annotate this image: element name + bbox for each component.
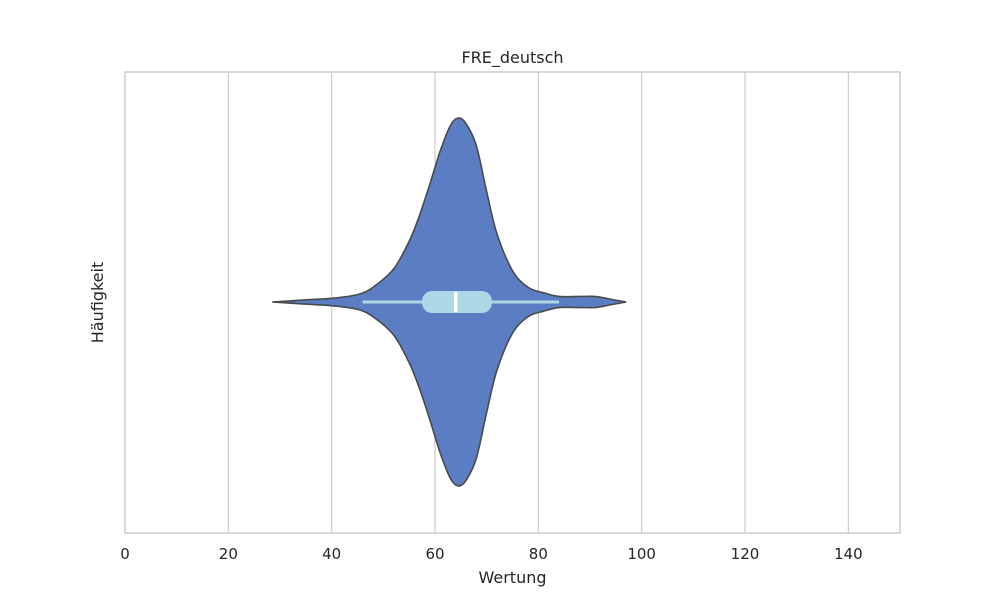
x-tick-label-40: 40 xyxy=(322,545,341,563)
x-tick-label-80: 80 xyxy=(529,545,548,563)
x-tick-label-120: 120 xyxy=(731,545,760,563)
x-tick-label-60: 60 xyxy=(425,545,444,563)
x-axis-label: Wertung xyxy=(478,568,546,587)
x-tick-label-20: 20 xyxy=(219,545,238,563)
x-tick-label-140: 140 xyxy=(834,545,863,563)
x-ticks: 0 20 40 60 80 100 120 140 xyxy=(120,545,862,563)
x-tick-label-0: 0 xyxy=(120,545,130,563)
x-tick-label-100: 100 xyxy=(627,545,656,563)
plot-frame xyxy=(124,71,901,534)
violin-layer xyxy=(272,117,627,487)
y-axis-label: Häufigkeit xyxy=(88,262,107,343)
chart-title: FRE_deutsch xyxy=(461,48,563,68)
